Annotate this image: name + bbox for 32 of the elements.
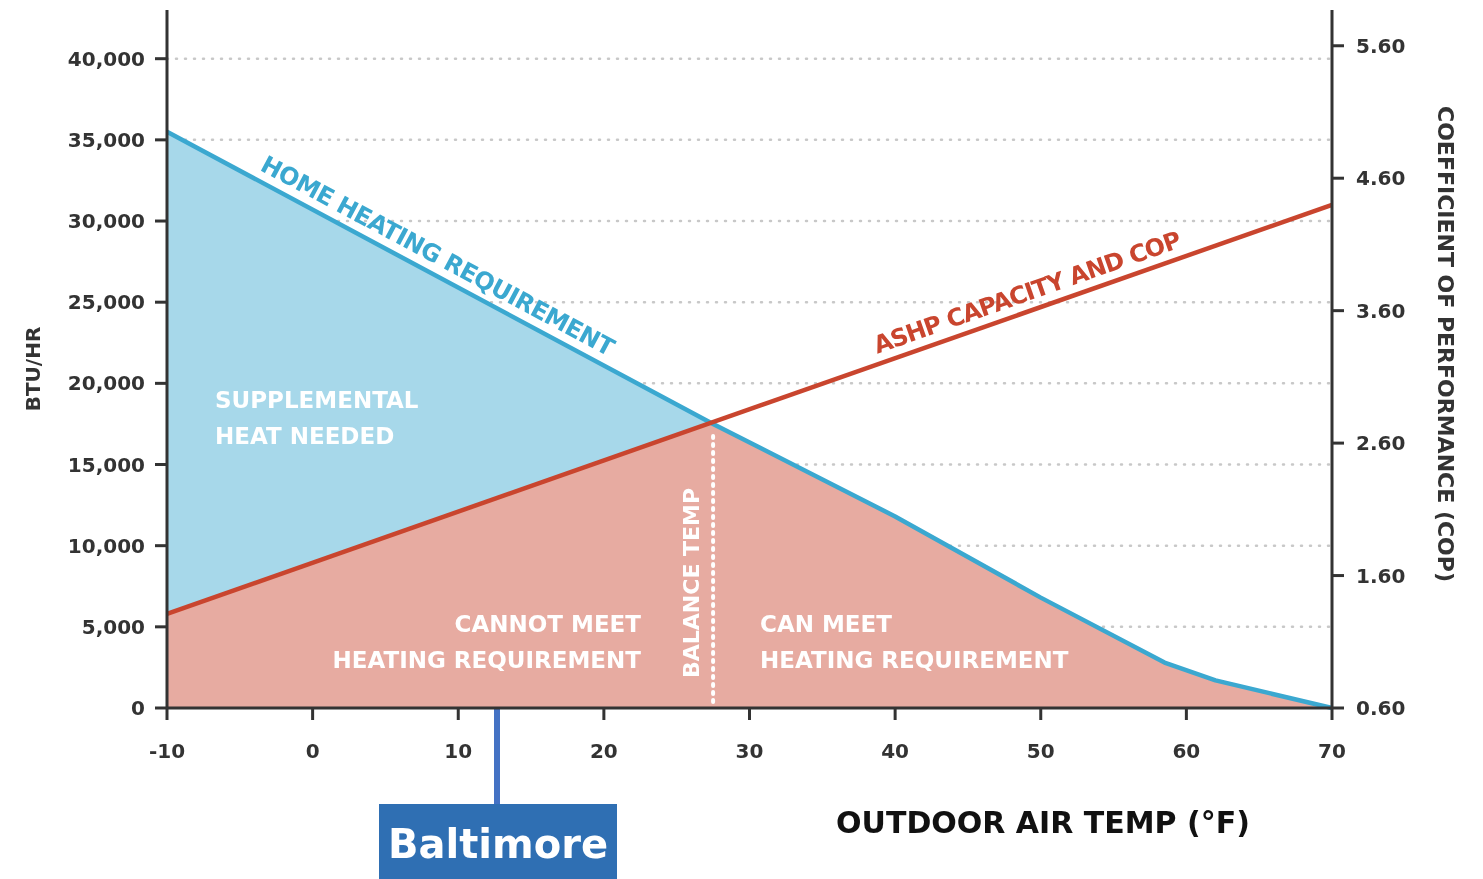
y2-tick-label: 5.60 — [1356, 33, 1406, 58]
y-tick-label: 5,000 — [81, 614, 145, 639]
annotation: CAN MEET HEATING REQUIREMENT — [760, 611, 1069, 673]
y-tick-label: 10,000 — [67, 533, 145, 558]
x-tick-label: 50 — [1026, 739, 1055, 763]
y-tick-label: 20,000 — [67, 371, 145, 396]
y-tick-label: 30,000 — [67, 209, 145, 234]
x-tick-label: 10 — [444, 739, 473, 763]
y2-tick-label: 0.60 — [1356, 696, 1406, 720]
y-tick-label: 0 — [131, 696, 145, 720]
y-tick-label: 15,000 — [67, 452, 145, 477]
x-tick-label: 20 — [589, 739, 618, 763]
y2-axis-title: COEFFICIENT OF PERFORMANCE (COP) — [1433, 106, 1458, 582]
text: Baltimore — [387, 821, 609, 867]
x-axis-title: OUTDOOR AIR TEMP (°F) — [836, 805, 1250, 840]
y2-tick-label: 2.60 — [1356, 431, 1406, 456]
x-tick-label: 60 — [1172, 739, 1201, 763]
y-tick-label: 35,000 — [67, 127, 145, 152]
x-tick-label: 40 — [881, 739, 910, 763]
x-tick-label: 0 — [305, 739, 320, 763]
y2-tick-label: 3.60 — [1356, 298, 1406, 323]
y2-tick-label: 4.60 — [1356, 166, 1406, 191]
annotation: CANNOT MEET HEATING REQUIREMENT — [332, 611, 642, 673]
y-axis-title: BTU/HR — [21, 326, 45, 412]
ref-line-label: BALANCE TEMP — [679, 487, 705, 678]
y-tick-label: 25,000 — [67, 290, 145, 315]
y2-tick-label: 1.60 — [1356, 563, 1406, 588]
x-tick-label: -10 — [148, 739, 186, 763]
y-tick-label: 40,000 — [67, 46, 145, 71]
annotation: SUPPLEMENTAL HEAT NEEDED — [215, 387, 419, 449]
x-tick-label: 70 — [1318, 739, 1346, 763]
x-tick-label: 30 — [735, 739, 764, 763]
